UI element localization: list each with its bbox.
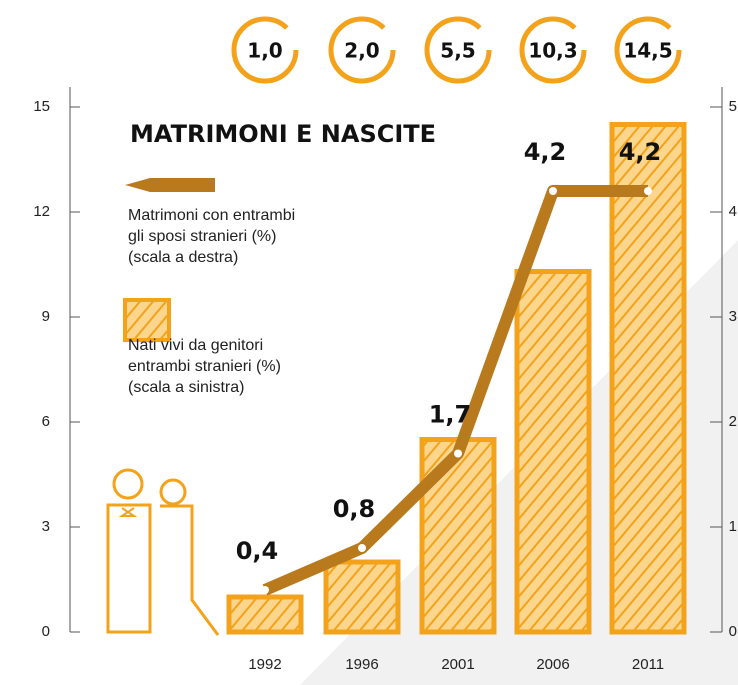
value-ring xyxy=(424,16,492,84)
x-tick-label: 1996 xyxy=(345,656,378,673)
bar xyxy=(419,437,497,635)
y2-tick-label: 5 xyxy=(729,98,737,115)
x-tick-label: 2001 xyxy=(441,656,474,673)
line-value-label: 0,8 xyxy=(333,495,376,523)
legend-bar-swatch xyxy=(123,298,171,342)
y2-tick-label: 4 xyxy=(729,203,737,220)
x-tick-label: 1992 xyxy=(248,656,281,673)
line-point xyxy=(549,187,557,195)
chart-title: MATRIMONI E NASCITE xyxy=(130,120,436,148)
line-value-label: 1,7 xyxy=(429,401,472,429)
bar-value-label: 14,5 xyxy=(623,39,672,63)
y-tick-label: 12 xyxy=(33,203,50,220)
line-value-label: 0,4 xyxy=(236,537,279,565)
bar-value-label: 5,5 xyxy=(440,39,475,63)
bar xyxy=(323,559,401,635)
bar-value-label: 2,0 xyxy=(344,39,379,63)
legend-line-label: Matrimoni con entrambi gli sposi stranie… xyxy=(128,207,296,266)
y-tick-label: 0 xyxy=(42,623,50,640)
legend-line-swatch xyxy=(125,178,215,192)
y2-tick-label: 3 xyxy=(729,308,737,325)
bar xyxy=(226,594,304,635)
y2-tick-label: 1 xyxy=(729,518,737,535)
bar-value-label: 1,0 xyxy=(247,39,282,63)
legend-bar-label: Nati vivi da genitori entrambi stranieri… xyxy=(128,337,281,396)
value-ring xyxy=(231,16,299,84)
line-value-label: 4,2 xyxy=(619,138,662,166)
y2-tick-label: 0 xyxy=(729,623,737,640)
value-ring xyxy=(614,16,682,84)
y-tick-label: 15 xyxy=(33,98,50,115)
line-point xyxy=(358,544,366,552)
bar xyxy=(514,269,592,635)
value-ring xyxy=(328,16,396,84)
couple-icon xyxy=(106,468,220,636)
line-value-label: 4,2 xyxy=(524,138,567,166)
bar xyxy=(609,122,687,635)
line-point xyxy=(454,449,462,458)
y-tick-label: 3 xyxy=(42,518,50,535)
x-tick-label: 2011 xyxy=(632,656,664,673)
y-tick-label: 6 xyxy=(42,413,50,430)
y2-tick-label: 2 xyxy=(729,413,737,430)
x-tick-label: 2006 xyxy=(536,656,569,673)
value-ring xyxy=(519,16,587,84)
line-point xyxy=(261,586,269,594)
y-tick-label: 9 xyxy=(42,308,50,325)
bar-value-label: 10,3 xyxy=(528,39,577,63)
line-point xyxy=(644,187,652,195)
